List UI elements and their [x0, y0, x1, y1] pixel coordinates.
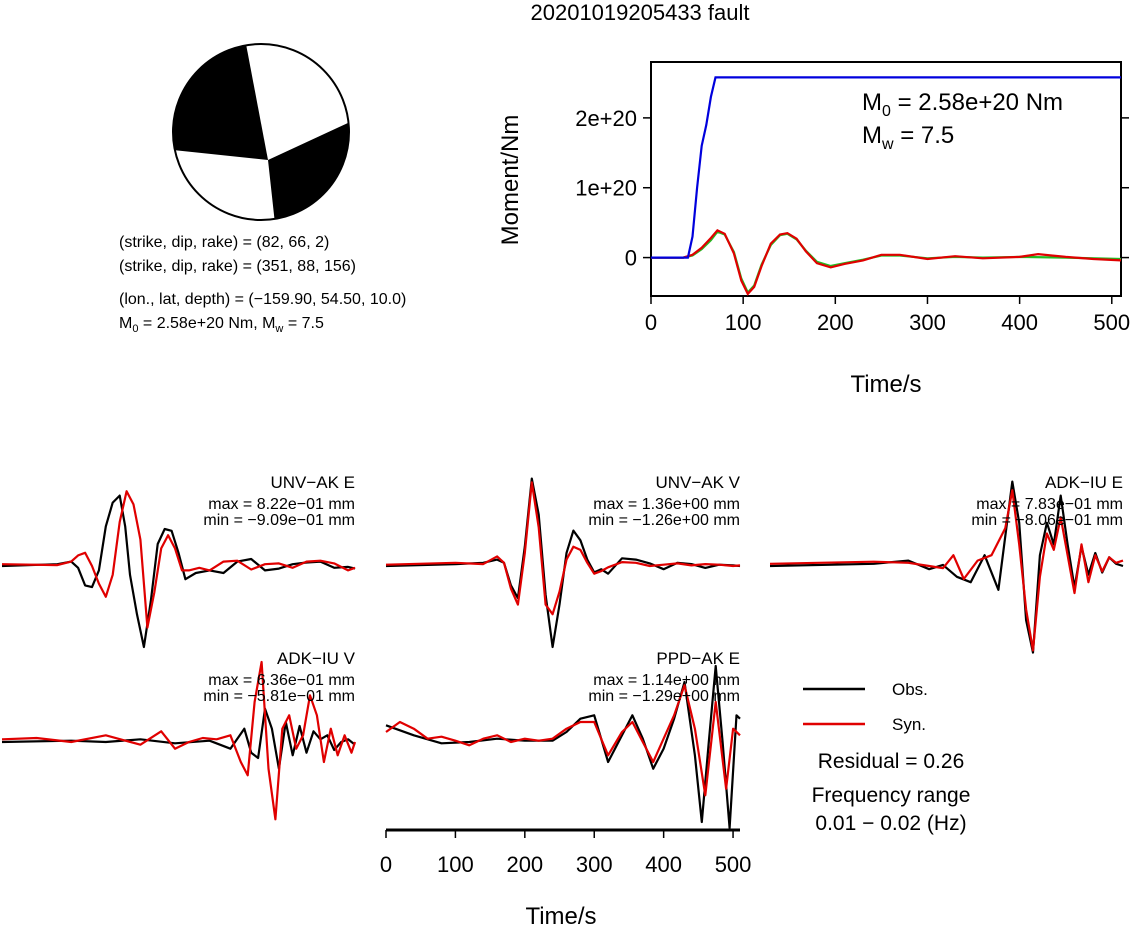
- moment-xlabel: Time/s: [850, 371, 921, 398]
- waveform-min-label: min = −1.26e+00 mm: [588, 512, 740, 529]
- moment-sub0: 0: [132, 323, 138, 335]
- moment-series-moment: [651, 76, 1121, 259]
- waveform-max-label: max = 1.14e+00 mm: [593, 672, 740, 689]
- mechanism-info: (strike, dip, rake) = (82, 66, 2) (strik…: [119, 234, 406, 335]
- waveform-xlabel: Time/s: [525, 903, 596, 927]
- figure-title: 20201019205433 fault: [531, 0, 750, 25]
- moment-x-axis: 0 100 200 300 400 500: [645, 296, 1130, 335]
- moment-chart-frame: [650, 61, 1122, 297]
- waveform-syn-line: [1, 660, 357, 821]
- waveform-min-label: min = −8.06e−01 mm: [971, 512, 1123, 529]
- moment-lines: [651, 76, 1122, 296]
- waveform-x-tick-label: 500: [715, 852, 752, 877]
- waveform-min-label: min = −1.29e+00 mm: [588, 688, 740, 705]
- annot-m2: M: [862, 122, 882, 149]
- beachball: [172, 43, 350, 221]
- legend-syn-label: Syn.: [892, 715, 926, 734]
- waveform-syn-line: [385, 481, 741, 616]
- moment-subw: w: [274, 323, 283, 335]
- moment-annot-mw: Mw = 7.5: [862, 122, 954, 153]
- frequency-range-label: Frequency range: [812, 784, 971, 807]
- moment-series-rate_fit: [651, 230, 1122, 295]
- moment-x-tick-label: 400: [1001, 310, 1038, 335]
- beachball-outline: [172, 43, 350, 221]
- waveform-min-label: min = −9.09e−01 mm: [203, 512, 355, 529]
- waveform-station-label: ADK−IU V: [277, 649, 356, 668]
- moment-m: M: [119, 315, 132, 332]
- moment-y-axis: 0 1e+20 2e+20: [575, 106, 1129, 271]
- moment-x-tick-label: 500: [1093, 310, 1130, 335]
- waveform-station-label: UNV−AK E: [270, 473, 355, 492]
- waveform-max-label: max = 1.36e+00 mm: [593, 496, 740, 513]
- waveform-obs-line: [385, 664, 741, 830]
- moment-x-tick-label: 100: [725, 310, 762, 335]
- moment-ylabel: Moment/Nm: [497, 115, 524, 246]
- moment-annot-m0: M0 = 2.58e+20 Nm: [862, 89, 1063, 120]
- plane2-text: (strike, dip, rake) = (351, 88, 156): [119, 258, 356, 275]
- waveform-syn-line: [385, 684, 741, 797]
- waveform-syn-line: [769, 489, 1124, 652]
- waveform-x-axis: 0 100 200 300 400 500: [380, 828, 752, 877]
- annot-subw: w: [881, 136, 894, 153]
- annot-mw-value: = 7.5: [894, 122, 955, 149]
- moment-y-tick-label: 2e+20: [575, 106, 637, 131]
- waveform-max-label: max = 7.83e−01 mm: [976, 496, 1123, 513]
- annot-m0-value: = 2.58e+20 Nm: [891, 89, 1063, 116]
- waveform-max-label: max = 8.22e−01 mm: [208, 496, 355, 513]
- plane1-text: (strike, dip, rake) = (82, 66, 2): [119, 234, 329, 251]
- moment-y-tick-label: 1e+20: [575, 176, 637, 201]
- waveform-x-tick-label: 400: [645, 852, 682, 877]
- waveform-x-tick-label: 100: [437, 852, 474, 877]
- waveform-x-tick-label: 300: [576, 852, 613, 877]
- waveform-station-label: ADK−IU E: [1045, 473, 1123, 492]
- moment-chart: 0 100 200 300 400 500 0 1e+20 2e+20 Time/s Mome…: [497, 61, 1130, 398]
- annot-m: M: [862, 89, 882, 116]
- waveform-x-tick-label: 0: [380, 852, 392, 877]
- waveform-min-label: min = −5.81e−01 mm: [203, 688, 355, 705]
- waveform-max-label: max = 6.36e−01 mm: [208, 672, 355, 689]
- waveform-station-label: PPD−AK E: [656, 649, 740, 668]
- moment-x-tick-label: 200: [817, 310, 854, 335]
- moment-y-tick-label: 0: [625, 246, 637, 271]
- waveform-x-tick-label: 200: [506, 852, 543, 877]
- moment-mid: = 2.58e+20 Nm, M: [138, 315, 275, 332]
- frequency-range-value: 0.01 − 0.02 (Hz): [815, 812, 966, 835]
- waveform-syn-line: [1, 490, 356, 629]
- annot-sub0: 0: [882, 103, 891, 120]
- moment-series-rate_syn: [651, 228, 1122, 296]
- moment-mw: = 7.5: [283, 315, 324, 332]
- waveform-station-label: UNV−AK V: [655, 473, 740, 492]
- residual-text: Residual = 0.26: [818, 750, 965, 773]
- moment-text: M0 = 2.58e+20 Nm, Mw = 7.5: [119, 315, 324, 335]
- location-text: (lon., lat, depth) = (−159.90, 54.50, 10…: [119, 291, 406, 308]
- legend-obs-label: Obs.: [892, 680, 928, 699]
- moment-x-tick-label: 0: [645, 310, 657, 335]
- legend: Obs. Syn.: [803, 680, 928, 734]
- moment-x-tick-label: 300: [909, 310, 946, 335]
